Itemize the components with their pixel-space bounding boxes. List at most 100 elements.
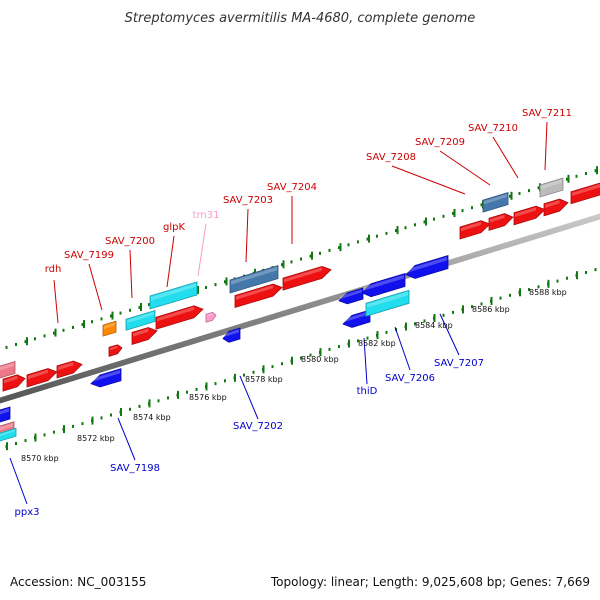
gene-orange-shine — [104, 322, 115, 329]
gene-label-ppx3[interactable]: ppx3 — [15, 507, 40, 518]
gene-steel-a-shine — [231, 266, 277, 285]
guide-dot — [575, 174, 578, 178]
gene-blue-thid-shine — [344, 311, 369, 323]
guide-tick — [282, 260, 285, 269]
guide-dot — [15, 343, 17, 346]
guide-dot — [423, 220, 426, 224]
leader-line-sav7200 — [129, 249, 133, 299]
guide-dot — [423, 319, 426, 323]
gene-label-sav7200[interactable]: SAV_7200 — [105, 236, 155, 247]
gene-cyan-7206-shine — [367, 291, 408, 308]
leader-line-glpk — [166, 235, 175, 288]
guide-tick — [26, 337, 28, 346]
guide-dot — [195, 387, 198, 391]
gene-red-1 — [2, 374, 26, 392]
guide-dot — [376, 234, 378, 238]
scale-label-8582: 8582 kbp — [358, 339, 396, 348]
gene-label-sav7204[interactable]: SAV_7204 — [267, 182, 317, 193]
gene-red-7210-shine — [515, 207, 536, 217]
gene-trn31-shine — [207, 313, 213, 317]
guide-tick — [63, 425, 65, 434]
scale-label-8580: 8580 kbp — [301, 355, 339, 364]
guide-dot — [110, 413, 112, 417]
gene-red-7210 — [513, 205, 546, 226]
gene-red-7209 — [488, 213, 514, 231]
guide-dot — [34, 337, 36, 341]
gene-label-sav7208[interactable]: SAV_7208 — [366, 152, 416, 163]
guide-tick — [140, 303, 142, 311]
guide-dot — [300, 257, 302, 261]
gene-label-sav7206[interactable]: SAV_7206 — [385, 373, 435, 384]
guide-dot — [281, 263, 283, 267]
guide-dot — [72, 325, 74, 329]
gene-features — [0, 177, 600, 442]
gene-blue-edge-1 — [0, 406, 11, 423]
guide-tick — [576, 271, 578, 280]
gene-blue-7207-body — [405, 255, 449, 279]
scale-label-8584: 8584 kbp — [415, 321, 453, 330]
guide-dot — [319, 251, 321, 255]
gene-orange-body — [102, 320, 117, 337]
gene-label-sav7211[interactable]: SAV_7211 — [522, 108, 572, 119]
gene-red-7208 — [459, 220, 491, 240]
gene-red-5 — [131, 327, 158, 345]
guide-dot — [357, 339, 359, 343]
guide-dot — [15, 442, 17, 445]
reverse-track-guide — [5, 268, 597, 451]
gene-label-glpk[interactable]: glpK — [163, 222, 185, 233]
gene-red-edge-body — [570, 182, 600, 205]
guide-tick — [433, 314, 436, 322]
guide-dot — [585, 172, 587, 175]
guide-tick — [567, 174, 570, 183]
guide-dot — [110, 314, 112, 318]
gene-label-sav7207[interactable]: SAV_7207 — [434, 358, 484, 369]
gene-red-7204 — [282, 265, 332, 291]
gene-steel-b-shine — [484, 193, 507, 205]
gene-blue-b-shine — [363, 274, 404, 291]
guide-tick — [311, 251, 313, 260]
gene-blue-thid — [342, 309, 371, 328]
gene-edge-cyan — [0, 427, 17, 442]
gene-label-thid[interactable]: thiD — [357, 386, 378, 397]
guide-dot — [148, 303, 150, 307]
gene-red-glpk-shine — [157, 306, 194, 322]
guide-dot — [224, 280, 226, 284]
gene-red-edge-shine — [572, 184, 600, 196]
gene-blue-thid-body — [342, 309, 371, 328]
gene-label-sav7199[interactable]: SAV_7199 — [64, 250, 114, 261]
guide-tick — [425, 217, 427, 226]
guide-dot — [338, 246, 340, 250]
gene-label-rdh[interactable]: rdh — [45, 264, 62, 275]
gene-label-sav7202[interactable]: SAV_7202 — [233, 421, 283, 432]
gene-red-5-body — [131, 327, 158, 345]
gene-red-7208-body — [459, 220, 491, 240]
guide-dot — [138, 305, 141, 309]
gene-blue-edge-1-shine — [0, 408, 9, 415]
guide-tick — [83, 320, 85, 329]
gene-label-sav7210[interactable]: SAV_7210 — [468, 123, 518, 134]
gene-label-sav7209[interactable]: SAV_7209 — [415, 137, 465, 148]
guide-dot — [129, 308, 131, 312]
guide-dot — [214, 382, 217, 386]
guide-dot — [537, 186, 540, 190]
guide-dot — [566, 177, 568, 181]
guide-dot — [72, 424, 74, 428]
guide-dot — [404, 226, 407, 230]
gene-red-4-body — [108, 344, 123, 357]
leader-line-sav7198 — [117, 417, 136, 461]
guide-dot — [385, 231, 388, 235]
leader-line-sav7211 — [544, 121, 548, 171]
gene-red-7209-body — [488, 213, 514, 231]
guide-tick — [120, 408, 122, 416]
guide-dot — [100, 317, 103, 321]
gene-blue-b-body — [361, 272, 406, 298]
guide-dot — [556, 279, 559, 283]
gene-red-3-shine — [58, 362, 74, 371]
gene-label-trn31[interactable]: trn31 — [193, 210, 220, 221]
gene-label-sav7203[interactable]: SAV_7203 — [223, 195, 273, 206]
gene-edge-cyan-body — [0, 427, 17, 442]
gene-red-glpk-body — [155, 305, 204, 330]
guide-dot — [528, 189, 530, 193]
gene-label-sav7198[interactable]: SAV_7198 — [110, 463, 160, 474]
gene-cyan-a-shine — [127, 311, 154, 324]
